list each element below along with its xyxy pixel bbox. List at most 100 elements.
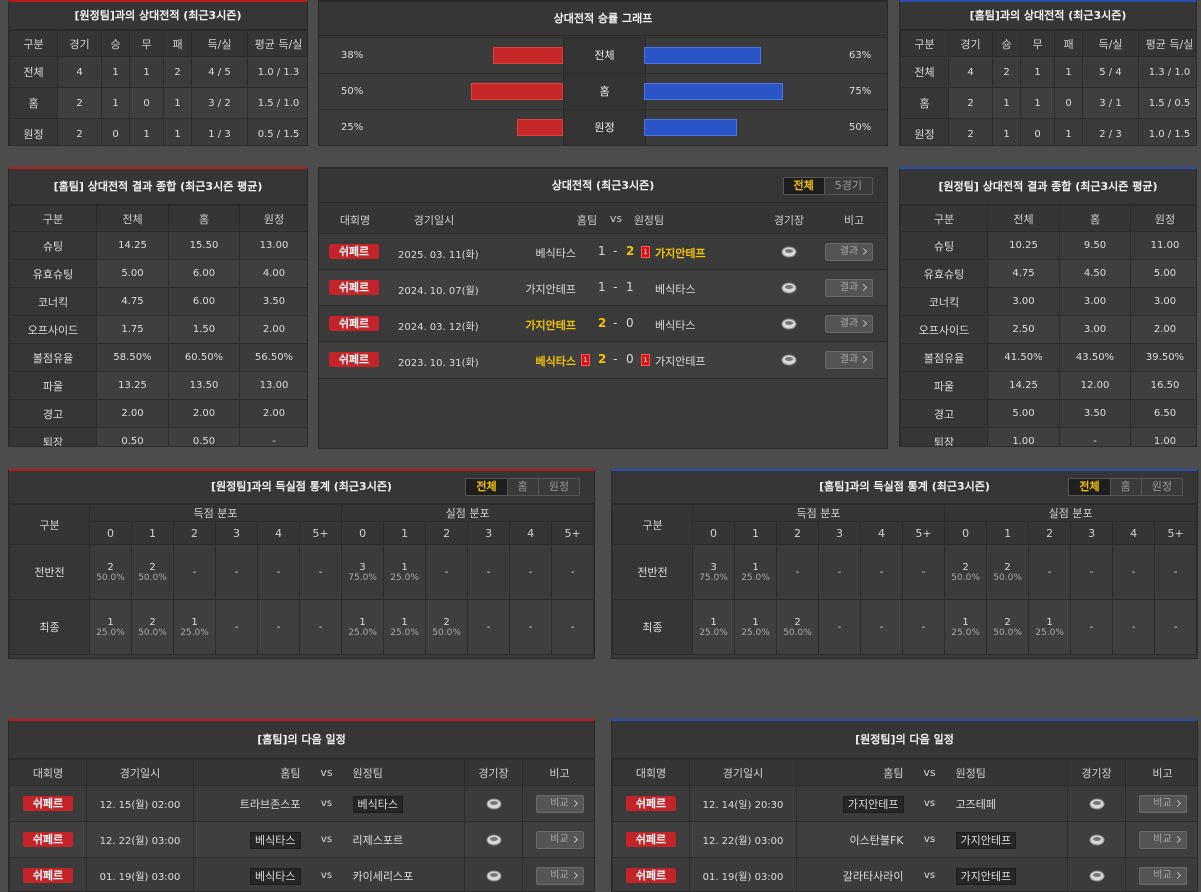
dist-cell: - [173, 544, 216, 600]
table-cell: 1 [1020, 87, 1055, 119]
dist-cell: 2 50.0% [131, 599, 174, 655]
away-team: 가지안테프 [655, 247, 706, 260]
table-cell: 1.75 [96, 315, 169, 344]
bucket-header: 5+ [298, 521, 343, 545]
table-row: 볼점유율 58.50% 60.50% 56.50% [9, 343, 307, 372]
date-cell: 12. 22(월) 03:00 [86, 821, 194, 858]
cell-count: - [921, 566, 926, 578]
tab[interactable]: 홈 [1109, 479, 1141, 495]
action-button[interactable]: 비교 [535, 866, 584, 885]
action-button[interactable]: 비교 [1138, 866, 1187, 885]
cell-count: 2 [1004, 561, 1011, 573]
column-header: 무 [129, 30, 164, 57]
dist-cell: 3 75.0% [692, 544, 735, 600]
note-cell: 비교 [1125, 785, 1197, 822]
dist-cell: 3 75.0% [341, 544, 385, 600]
cell-count: 3 [710, 561, 717, 573]
home-team: 베식타스 [535, 355, 576, 368]
column-header: 구분 [612, 504, 693, 545]
stadium-icon [781, 246, 797, 258]
tab[interactable]: 홈 [506, 479, 538, 495]
dist-cell: 1 25.0% [692, 599, 735, 655]
panel-title: [원정팀]과의 득실점 통계 (최근3시즌) 전체 홈 원정 [9, 471, 594, 504]
red-card: 1 [641, 246, 650, 258]
left-rate: 25% [341, 122, 364, 133]
tab[interactable]: 원정 [1140, 479, 1182, 495]
table-cell: 9.50 [1059, 231, 1131, 260]
table-cell: 0.5 / 1.5 [247, 118, 307, 145]
action-button[interactable]: 비교 [535, 794, 584, 813]
table-cell: 1.5 / 0.5 [1138, 87, 1196, 119]
table-cell: 1 [163, 87, 192, 119]
cell-count: 1 [191, 616, 198, 628]
dist-cell: - [1112, 544, 1156, 600]
table-row: 볼점유율 41.50% 43.50% 39.50% [900, 343, 1196, 372]
table-cell: 5 / 4 [1082, 56, 1139, 88]
tab[interactable]: 전체 [1069, 479, 1110, 495]
row-label: 원정 [900, 118, 949, 145]
bucket-header: 2 [173, 521, 216, 545]
action-button[interactable]: 비교 [1138, 830, 1187, 849]
chevron-icon [1173, 835, 1181, 843]
bucket-header: 4 [1112, 521, 1156, 545]
dist-cell: - [818, 544, 861, 600]
column-header: 무 [1020, 30, 1055, 57]
dist-cell: 2 50.0% [986, 544, 1030, 600]
match-date: 2024. 10. 07(월) [398, 286, 479, 297]
row-label: 유효슈팅 [900, 259, 988, 288]
data-table: 대회명 경기일시 홈팀 vs 원정팀 경기장 비고 쉬페르 12. 14(일) 20:30 가지안… [612, 759, 1197, 891]
row-label: 원정 [563, 110, 646, 145]
tab[interactable]: 전체 [783, 177, 824, 194]
column-header: 경기장 [464, 759, 523, 786]
table-cell: 43.50% [1059, 343, 1131, 372]
cell-count: 1 [1046, 616, 1053, 628]
cell-count: 2 [794, 616, 801, 628]
dist-cell: 2 50.0% [776, 599, 819, 655]
column-header: 승 [992, 30, 1021, 57]
home-cell: 가지안테프 [796, 785, 910, 822]
row-label: 파울 [9, 371, 97, 400]
table-cell: 0 [129, 87, 164, 119]
action-button[interactable]: 비교 [535, 830, 584, 849]
table-cell: 3.00 [987, 287, 1060, 316]
table-row: 전체 4 1 1 2 4 / 5 1.0 / 1.3 [9, 56, 307, 88]
table-cell: 3.00 [1130, 287, 1196, 316]
league-badge: 쉬페르 [626, 796, 676, 811]
league-badge: 쉬페르 [329, 280, 379, 295]
date-cell: 01. 19(월) 03:00 [689, 857, 797, 891]
action-button[interactable]: 결과 [825, 315, 873, 333]
table-row: 원정 2 1 0 1 2 / 3 1.0 / 1.5 [900, 118, 1196, 145]
right-rate: 75% [849, 86, 872, 97]
dist-cell: 2 50.0% [131, 544, 174, 600]
left-rate: 38% [341, 50, 364, 61]
cell-count: - [1089, 566, 1094, 578]
bucket-header: 1 [986, 521, 1030, 545]
column-header: 패 [163, 30, 192, 57]
chevron-icon [1173, 871, 1181, 879]
tab[interactable]: 5경기 [823, 177, 872, 194]
cell-count: 1 [359, 616, 366, 628]
stadium-cell [464, 821, 523, 858]
action-button[interactable]: 결과 [825, 351, 873, 369]
left-rate: 50% [341, 86, 364, 97]
row-label: 오프사이드 [9, 315, 97, 344]
column-header: 득/실 [1082, 30, 1139, 57]
tab[interactable]: 전체 [466, 479, 507, 495]
action-button[interactable]: 결과 [825, 279, 873, 297]
cell-count: 2 [107, 561, 114, 573]
dist-cell: - [257, 544, 300, 600]
note-cell: 비교 [522, 857, 594, 891]
table-cell: - [239, 427, 307, 446]
date-cell: 12. 14(일) 20:30 [689, 785, 797, 822]
dist-cell: - [1070, 544, 1114, 600]
dist-cell: - [467, 599, 511, 655]
match-row: 쉬페르 2024. 03. 12(화) 가지안테프 2-0 베식타스 결과 [319, 305, 887, 343]
dist-cell: - [1028, 544, 1072, 600]
column-header: vs [909, 759, 950, 786]
action-button[interactable]: 비교 [1138, 794, 1187, 813]
home-team: 갈라타사라이 [842, 869, 904, 883]
tab[interactable]: 원정 [537, 479, 579, 495]
column-header: 승 [101, 30, 130, 57]
group-header: 실점 분포 [341, 504, 594, 522]
action-button[interactable]: 결과 [825, 243, 873, 261]
